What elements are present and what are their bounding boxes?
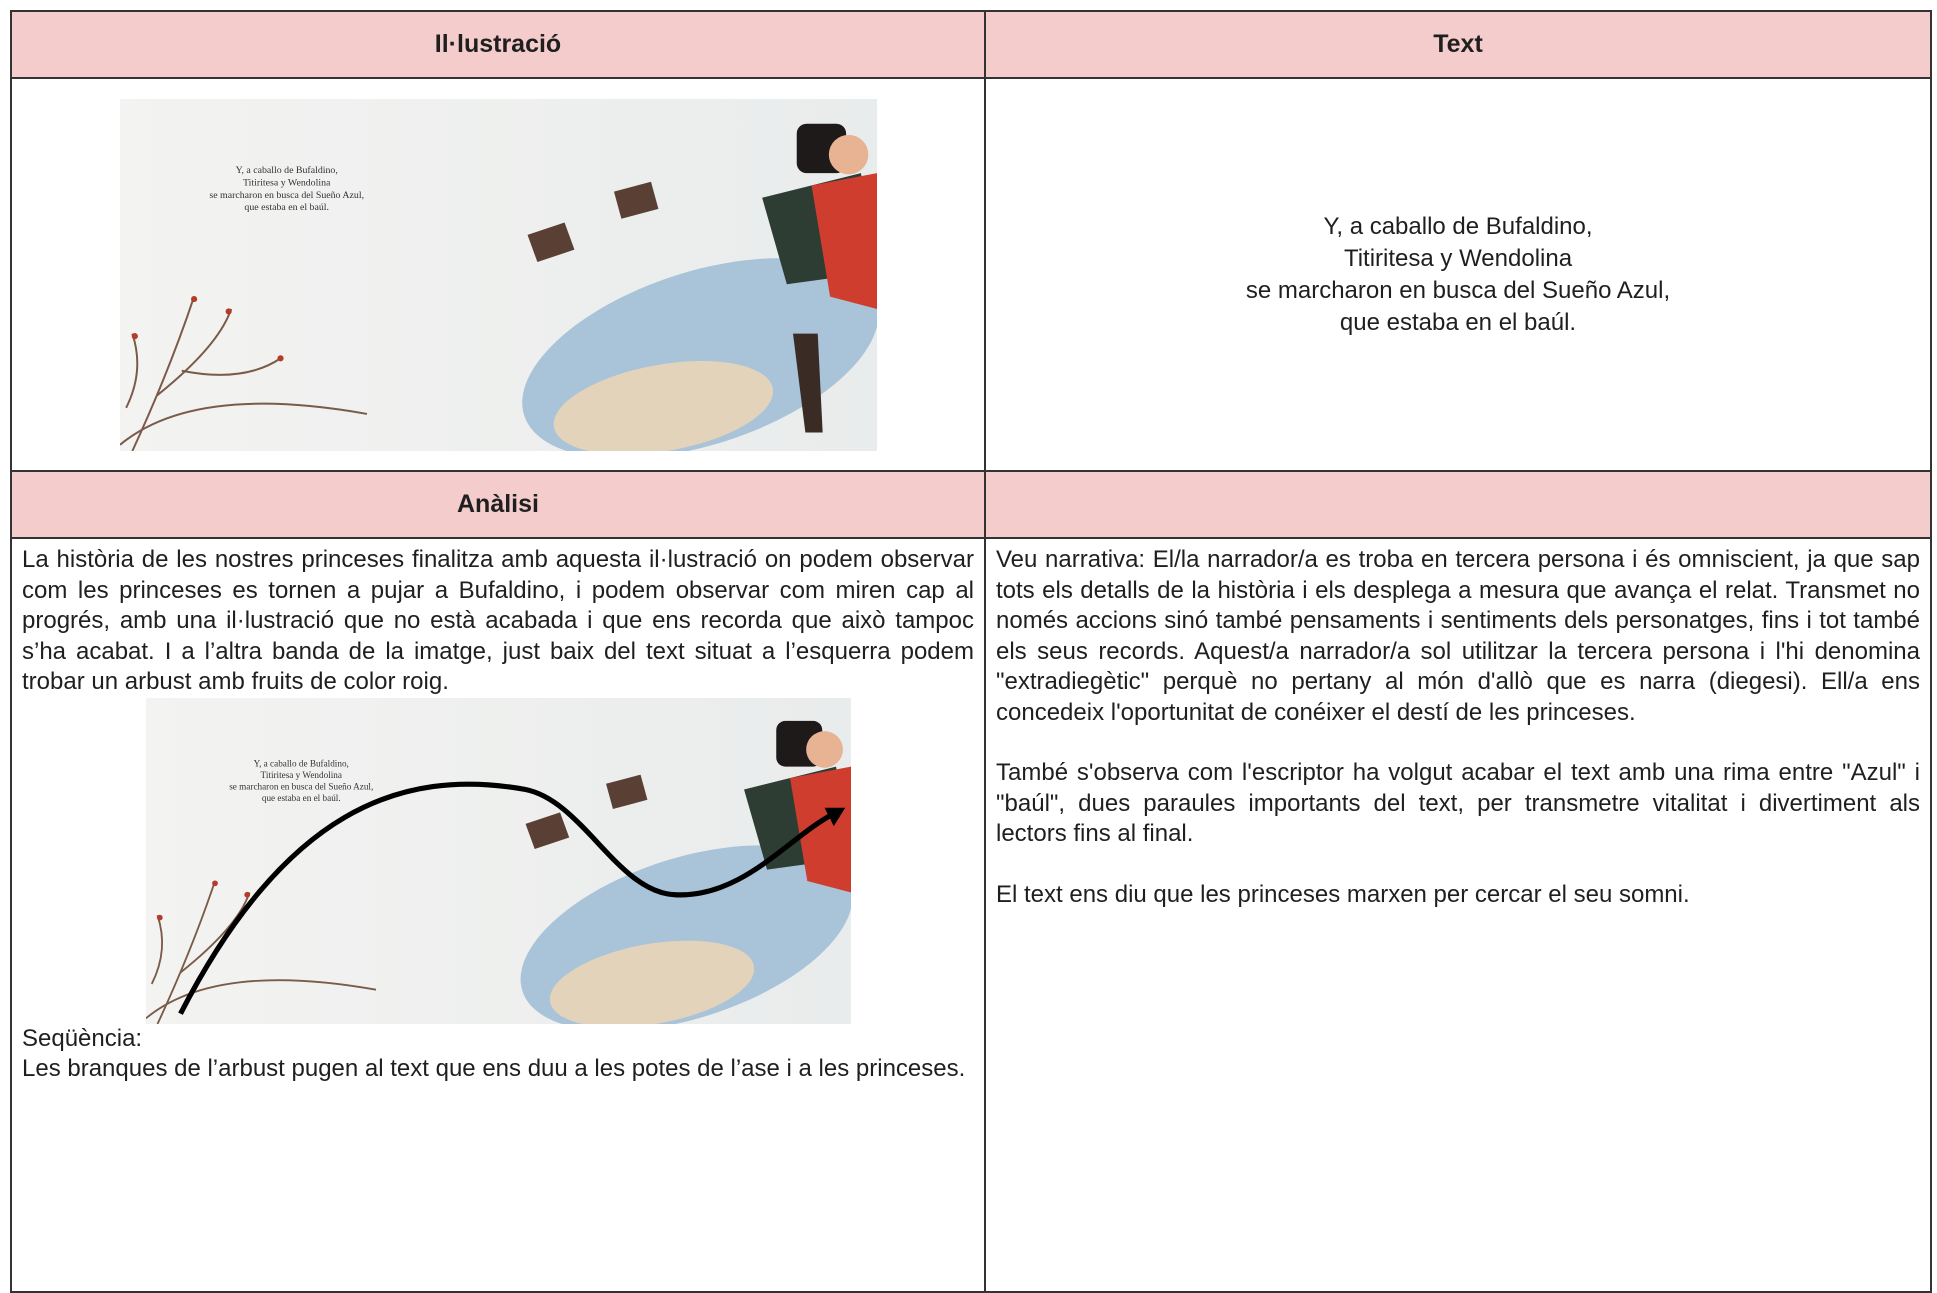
text-line: se marcharon en busca del Sueño Azul, — [1245, 276, 1671, 304]
analysis-cell: La història de les nostres princeses fin… — [10, 537, 986, 1293]
header-cell — [984, 470, 1932, 539]
illustration: Y, a caballo de Bufaldino, Titiritesa y … — [119, 98, 877, 451]
text-line: que estaba en el baúl. — [1339, 308, 1577, 336]
sequence-text: Les branques de l’arbust pugen al text q… — [22, 1055, 966, 1082]
illustration-with-arrow: Y, a caballo de Bufaldino, Titiritesa y … — [145, 697, 851, 1024]
narrative-paragraph: Veu narrativa: El/la narrador/a es troba… — [996, 546, 1920, 726]
illustration-text: Y, a caballo de Bufaldino, — [253, 758, 348, 768]
sequence-label: Seqüència: — [22, 1024, 143, 1052]
narrative-paragraph: El text ens diu que les princeses marxen… — [996, 880, 1690, 908]
narrative-paragraph: També s'observa com l'escriptor ha volgu… — [996, 759, 1920, 847]
header-cell: Il·lustració — [10, 10, 986, 79]
illustration-text: Titiritesa y Wendolina — [260, 770, 341, 780]
illustration-text: que estaba en el baúl. — [244, 202, 329, 213]
illustration-text: se marcharon en busca del Sueño Azul, — [209, 189, 364, 200]
header-cell: Text — [984, 10, 1932, 79]
illustration-cell: Y, a caballo de Bufaldino, Titiritesa y … — [10, 77, 986, 472]
illustration-text: se marcharon en busca del Sueño Azul, — [229, 781, 373, 791]
text-line: Y, a caballo de Bufaldino, — [1323, 212, 1593, 240]
illustration-text: que estaba en el baúl. — [261, 792, 340, 802]
text-cell: Y, a caballo de Bufaldino, Titiritesa y … — [984, 77, 1932, 472]
illustration-text: Titiritesa y Wendolina — [243, 177, 331, 188]
header-cell: Anàlisi — [10, 470, 986, 539]
illustration-text: Y, a caballo de Bufaldino, — [235, 165, 337, 176]
page: Il·lustració Text Y, a caballo de Bufald… — [10, 10, 1932, 1293]
analysis-table: Il·lustració Text Y, a caballo de Bufald… — [10, 10, 1932, 1293]
analysis-paragraph: La història de les nostres princeses fin… — [22, 546, 974, 695]
narrative-cell: Veu narrativa: El/la narrador/a es troba… — [984, 537, 1932, 1293]
text-line: Titiritesa y Wendolina — [1343, 244, 1573, 272]
